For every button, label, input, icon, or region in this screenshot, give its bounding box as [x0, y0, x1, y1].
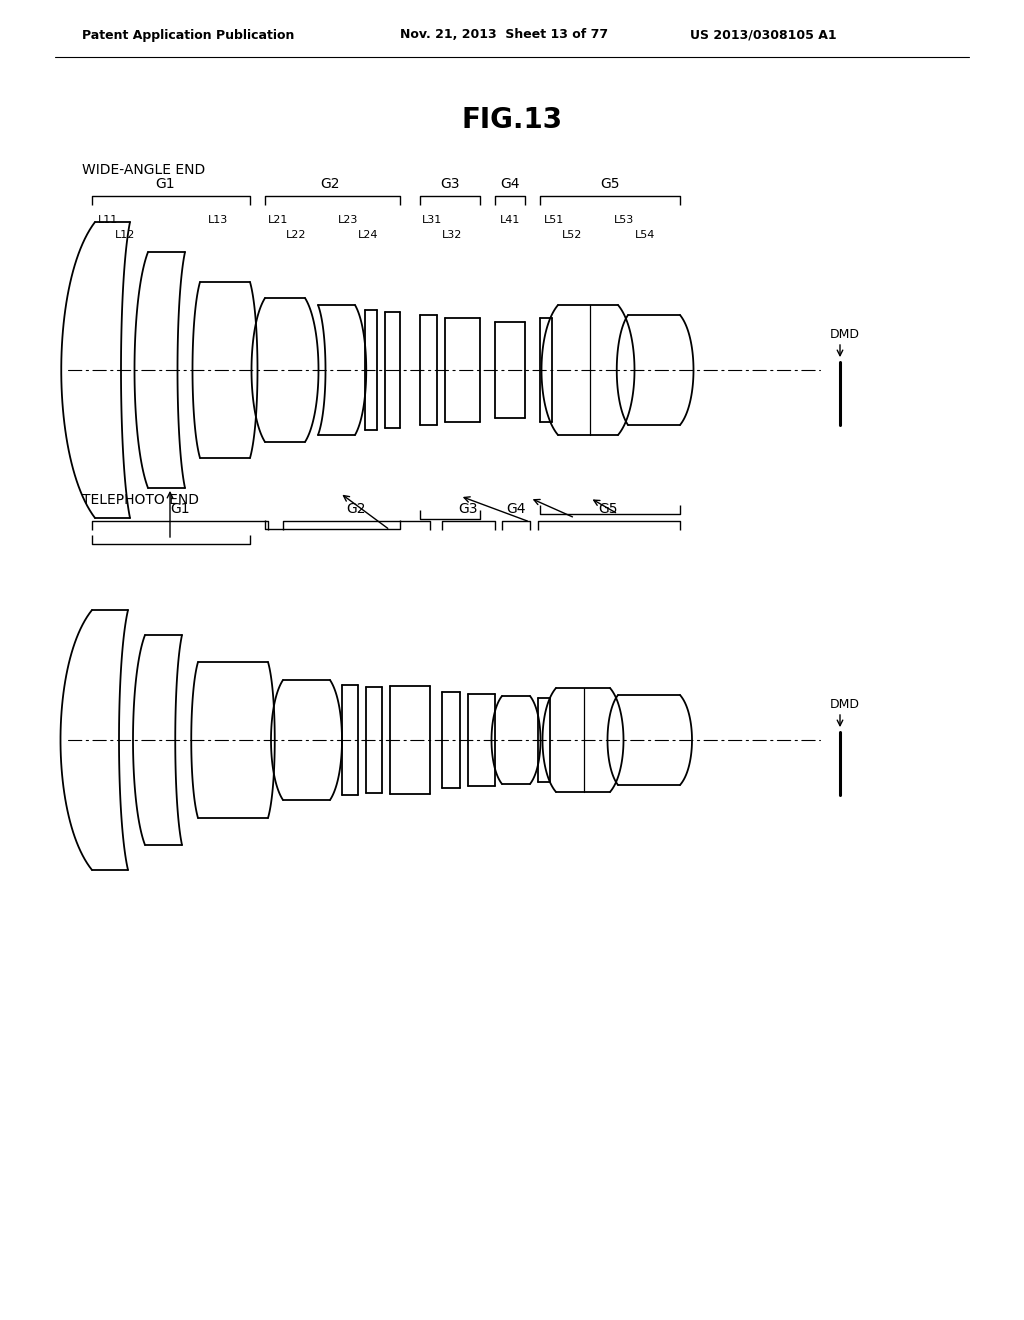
- Text: L21: L21: [268, 215, 288, 224]
- Text: L52: L52: [562, 230, 583, 240]
- Text: Nov. 21, 2013  Sheet 13 of 77: Nov. 21, 2013 Sheet 13 of 77: [400, 29, 608, 41]
- Text: G1: G1: [170, 502, 189, 516]
- Text: L23: L23: [338, 215, 358, 224]
- Text: G1: G1: [156, 177, 175, 191]
- Text: DMD: DMD: [830, 698, 860, 711]
- Text: G2: G2: [321, 177, 340, 191]
- Text: G4: G4: [501, 177, 520, 191]
- Text: US 2013/0308105 A1: US 2013/0308105 A1: [690, 29, 837, 41]
- Text: L11: L11: [98, 215, 118, 224]
- Text: L13: L13: [208, 215, 228, 224]
- Text: G5: G5: [598, 502, 617, 516]
- Text: L32: L32: [441, 230, 462, 240]
- Text: FIG.13: FIG.13: [462, 106, 562, 135]
- Text: G5: G5: [600, 177, 620, 191]
- Text: G3: G3: [459, 502, 478, 516]
- Text: L31: L31: [422, 215, 442, 224]
- Text: WIDE-ANGLE END: WIDE-ANGLE END: [82, 162, 205, 177]
- Text: L24: L24: [357, 230, 378, 240]
- Text: Patent Application Publication: Patent Application Publication: [82, 29, 294, 41]
- Text: L41: L41: [500, 215, 520, 224]
- Text: L22: L22: [286, 230, 306, 240]
- Text: DMD: DMD: [830, 329, 860, 342]
- Text: TELEPHOTO END: TELEPHOTO END: [82, 492, 199, 507]
- Text: G3: G3: [440, 177, 460, 191]
- Text: G4: G4: [506, 502, 525, 516]
- Text: L53: L53: [613, 215, 634, 224]
- Text: L54: L54: [635, 230, 655, 240]
- Text: L51: L51: [544, 215, 564, 224]
- Text: L12: L12: [115, 230, 135, 240]
- Text: G2: G2: [346, 502, 366, 516]
